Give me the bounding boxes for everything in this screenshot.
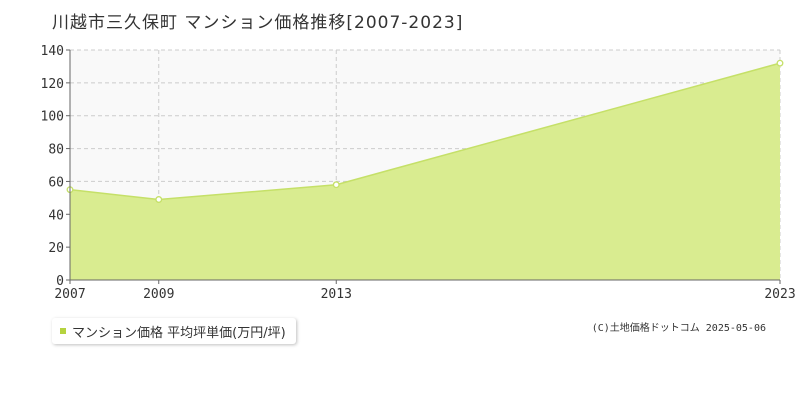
x-tick-label: 2007 [54, 287, 85, 302]
data-point [776, 59, 784, 67]
data-point [332, 181, 340, 189]
data-point [155, 196, 163, 203]
legend-label: マンション価格 平均坪単価(万円/坪) [72, 325, 286, 341]
legend-marker-icon [60, 328, 66, 334]
copyright-credit: (C)土地価格ドットコム 2025-05-06 [591, 323, 766, 334]
chart-title: 川越市三久保町 マンション価格推移[2007-2023] [52, 13, 464, 33]
x-tick-label: 2023 [764, 287, 795, 302]
y-tick-label: 0 [56, 274, 64, 289]
y-tick-label: 60 [48, 175, 64, 190]
chart-legend: マンション価格 平均坪単価(万円/坪) [52, 318, 296, 344]
x-tick-label: 2009 [143, 287, 174, 302]
y-tick-label: 20 [48, 241, 64, 256]
series-line [69, 62, 781, 201]
x-tick-label: 2013 [321, 287, 352, 302]
y-tick-label: 140 [41, 44, 64, 59]
series-area [70, 63, 780, 281]
y-tick-label: 120 [41, 77, 64, 92]
y-tick-label: 100 [41, 110, 64, 125]
y-tick-label: 80 [48, 143, 64, 158]
y-tick-label: 40 [48, 208, 64, 223]
